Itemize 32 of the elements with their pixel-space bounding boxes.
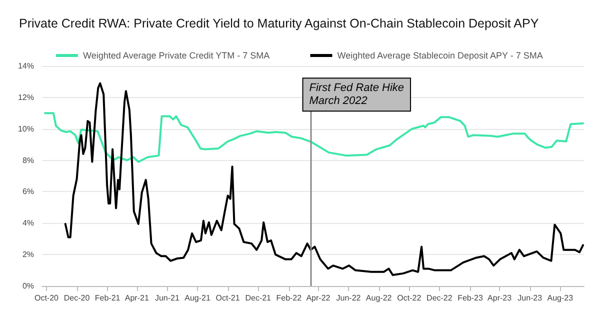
y-tick-label: 8% — [22, 156, 34, 165]
x-tick-label: Apr-22 — [306, 294, 331, 302]
y-tick-label: 6% — [22, 187, 34, 196]
y-tick-label: 14% — [18, 62, 34, 70]
y-tick-label: 10% — [18, 124, 34, 134]
x-tick-label: Aug-21 — [184, 294, 211, 302]
y-tick-label: 0% — [22, 282, 34, 290]
y-tick-label: 4% — [22, 218, 34, 228]
x-tick-label: Oct-21 — [216, 294, 240, 302]
x-tick-label: Apr-23 — [488, 294, 512, 302]
legend-label: Weighted Average Private Credit YTM - 7 SMA — [82, 50, 270, 60]
legend-label: Weighted Average Stablecoin Deposit APY - 7 SMA — [337, 50, 543, 60]
x-tick-label: Jun-21 — [154, 294, 180, 302]
y-tick-label: 2% — [22, 250, 34, 260]
line-series — [44, 112, 584, 163]
ref-line-label: First Fed Rate Hike March 2022 — [309, 82, 404, 108]
x-tick-label: Feb-22 — [276, 294, 302, 302]
line-series — [64, 82, 584, 276]
x-tick-label: Dec-21 — [245, 294, 272, 302]
y-tick-label: 12% — [18, 92, 34, 102]
x-tick-label: Dec-20 — [64, 294, 90, 302]
x-tick-label: Feb-23 — [458, 294, 484, 302]
x-tick-label: Feb-21 — [94, 294, 121, 302]
chart-title: Private Credit RWA: Private Credit Yield to Maturity Against On-Chain Stablecoin Deposit APY — [19, 16, 540, 30]
x-tick-label: Oct-22 — [397, 294, 422, 302]
x-tick-label: Jun-23 — [518, 294, 543, 302]
x-tick-label: Aug-22 — [366, 294, 392, 302]
x-tick-label: Dec-22 — [426, 294, 453, 302]
x-tick-label: Oct-20 — [34, 294, 60, 302]
x-tick-label: Jun-22 — [336, 294, 362, 302]
x-tick-label: Apr-21 — [124, 294, 150, 302]
x-tick-label: Aug-23 — [547, 294, 574, 302]
